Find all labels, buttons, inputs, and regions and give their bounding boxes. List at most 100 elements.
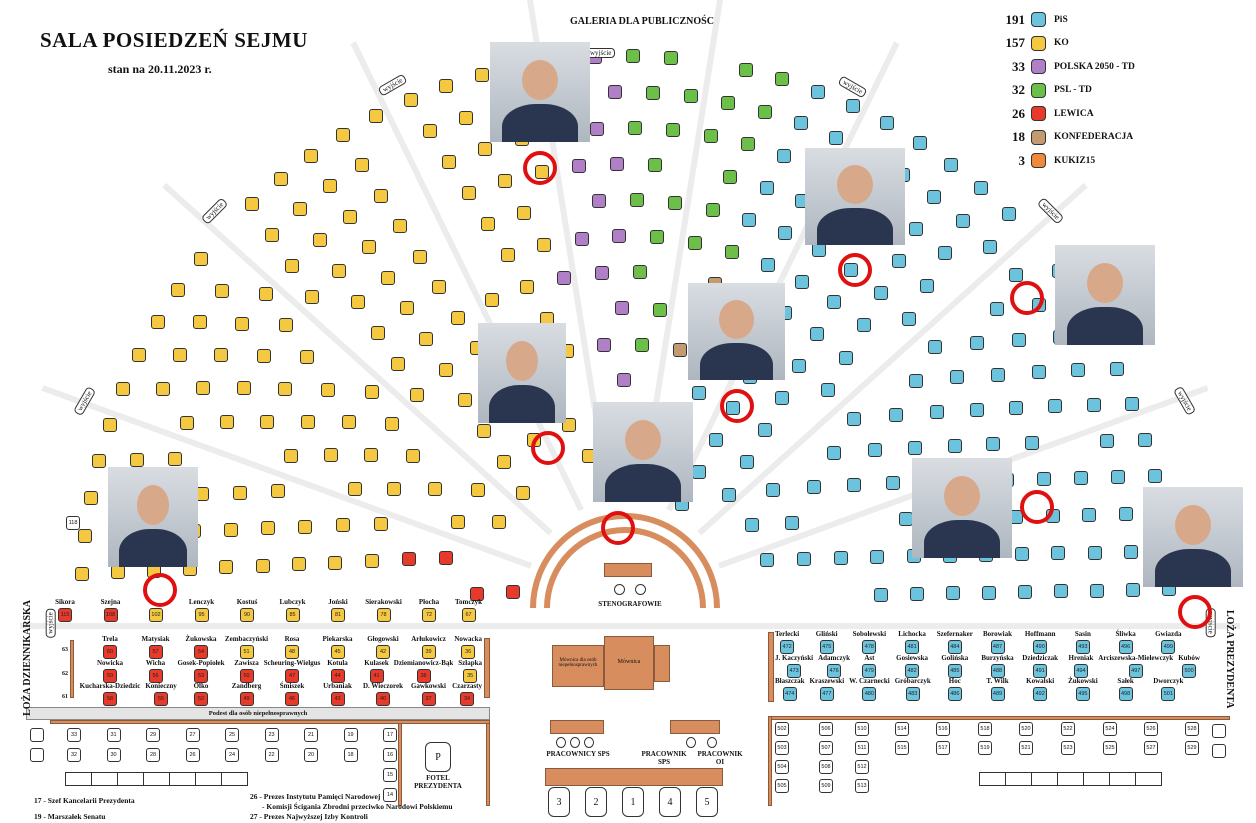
seat[interactable] bbox=[355, 158, 370, 173]
seat[interactable] bbox=[981, 585, 996, 600]
seat[interactable]: 40 bbox=[376, 692, 390, 706]
seat[interactable] bbox=[461, 185, 476, 200]
seat[interactable]: 476 bbox=[827, 663, 842, 678]
seat[interactable]: 90 bbox=[240, 608, 254, 622]
seat[interactable] bbox=[245, 196, 260, 211]
seat[interactable] bbox=[774, 390, 789, 405]
seat[interactable]: 85 bbox=[285, 608, 300, 622]
seat[interactable] bbox=[393, 219, 408, 234]
seat[interactable] bbox=[438, 551, 453, 565]
seat[interactable] bbox=[760, 552, 775, 567]
seat[interactable] bbox=[856, 318, 871, 333]
seat[interactable] bbox=[279, 318, 294, 333]
seat[interactable]: 54 bbox=[194, 645, 208, 659]
guest-seat[interactable]: 522 bbox=[1061, 722, 1075, 736]
seat[interactable]: 43 bbox=[330, 692, 345, 706]
seat[interactable] bbox=[891, 253, 906, 268]
seat[interactable] bbox=[274, 171, 289, 186]
seat[interactable] bbox=[1008, 268, 1023, 283]
seat[interactable]: 53 bbox=[194, 668, 208, 683]
seat[interactable] bbox=[132, 347, 147, 362]
seat[interactable] bbox=[428, 481, 443, 496]
seat[interactable] bbox=[833, 550, 848, 565]
seat[interactable] bbox=[431, 280, 446, 295]
seat[interactable] bbox=[373, 517, 388, 532]
seat[interactable]: 490 bbox=[1033, 640, 1048, 654]
seat[interactable] bbox=[839, 350, 854, 365]
seat[interactable] bbox=[380, 270, 395, 285]
seat[interactable]: 493 bbox=[1075, 640, 1090, 654]
seat[interactable] bbox=[323, 179, 338, 194]
presidium-seat[interactable]: 2 bbox=[585, 787, 607, 817]
guest-seat[interactable]: 32 bbox=[67, 748, 81, 762]
seat[interactable] bbox=[740, 137, 755, 152]
guest-seat[interactable]: 521 bbox=[1019, 741, 1033, 755]
seat[interactable] bbox=[259, 414, 274, 429]
seat[interactable]: 500 bbox=[1182, 663, 1197, 678]
seat[interactable]: 55 bbox=[154, 692, 169, 706]
seat[interactable] bbox=[908, 440, 923, 455]
seat[interactable] bbox=[648, 158, 663, 173]
guest-seat[interactable] bbox=[1212, 724, 1226, 738]
seat[interactable] bbox=[442, 154, 457, 169]
seat[interactable] bbox=[278, 381, 293, 396]
seat[interactable] bbox=[500, 248, 515, 263]
guest-seat[interactable]: 519 bbox=[978, 741, 992, 755]
seat[interactable] bbox=[224, 522, 239, 537]
seat[interactable] bbox=[617, 373, 632, 387]
seat[interactable] bbox=[214, 284, 229, 299]
seat[interactable] bbox=[298, 519, 313, 534]
seat[interactable] bbox=[970, 336, 985, 351]
seat[interactable] bbox=[777, 226, 792, 241]
seat[interactable] bbox=[873, 587, 888, 602]
seat[interactable]: 108 bbox=[103, 608, 118, 622]
seat[interactable] bbox=[283, 448, 298, 463]
guest-seat[interactable]: 528 bbox=[1185, 722, 1199, 736]
seat[interactable] bbox=[506, 585, 521, 600]
seat[interactable] bbox=[387, 481, 402, 496]
seat[interactable] bbox=[811, 243, 826, 258]
guest-seat[interactable]: 504 bbox=[775, 760, 789, 774]
seat[interactable] bbox=[537, 238, 552, 253]
seat[interactable] bbox=[496, 454, 511, 469]
guest-seat[interactable]: 505 bbox=[775, 779, 789, 793]
guest-seat[interactable]: 27 bbox=[185, 728, 200, 742]
guest-seat[interactable]: 514 bbox=[895, 722, 909, 736]
seat[interactable] bbox=[632, 265, 647, 280]
seat[interactable] bbox=[944, 157, 959, 172]
seat[interactable]: 50 bbox=[239, 668, 254, 683]
seat[interactable] bbox=[757, 104, 772, 119]
seat[interactable] bbox=[912, 135, 927, 150]
seat[interactable] bbox=[364, 384, 379, 399]
seat[interactable] bbox=[492, 515, 507, 530]
seat[interactable] bbox=[261, 521, 276, 536]
seat[interactable] bbox=[214, 348, 229, 363]
seat[interactable] bbox=[83, 491, 98, 506]
guest-seat[interactable]: 526 bbox=[1144, 722, 1158, 736]
seat[interactable] bbox=[361, 240, 376, 255]
seat[interactable] bbox=[594, 265, 609, 280]
seat[interactable]: 491 bbox=[1033, 663, 1048, 678]
seat[interactable]: 48 bbox=[285, 645, 299, 659]
seat[interactable] bbox=[438, 362, 453, 377]
seat[interactable]: 489 bbox=[990, 687, 1005, 701]
guest-seat[interactable]: 26 bbox=[185, 748, 200, 762]
seat[interactable] bbox=[1100, 433, 1115, 448]
seat[interactable] bbox=[102, 418, 117, 433]
seat[interactable] bbox=[255, 558, 270, 573]
presidium-seat[interactable]: 1 bbox=[622, 787, 644, 817]
seat[interactable] bbox=[219, 560, 234, 575]
seat[interactable]: 481 bbox=[905, 640, 920, 654]
seat[interactable] bbox=[724, 245, 739, 260]
seat[interactable]: 47 bbox=[285, 668, 300, 683]
seat[interactable] bbox=[1001, 207, 1016, 222]
seat[interactable] bbox=[196, 381, 211, 396]
seat[interactable]: 39 bbox=[421, 645, 436, 659]
guest-seat[interactable] bbox=[30, 728, 44, 742]
seat[interactable] bbox=[1036, 471, 1051, 486]
presidium-seat[interactable]: 3 bbox=[548, 787, 570, 817]
seat[interactable] bbox=[983, 240, 998, 255]
seat[interactable] bbox=[846, 478, 861, 493]
seat[interactable] bbox=[481, 217, 496, 232]
seat[interactable]: 58 bbox=[103, 692, 117, 706]
